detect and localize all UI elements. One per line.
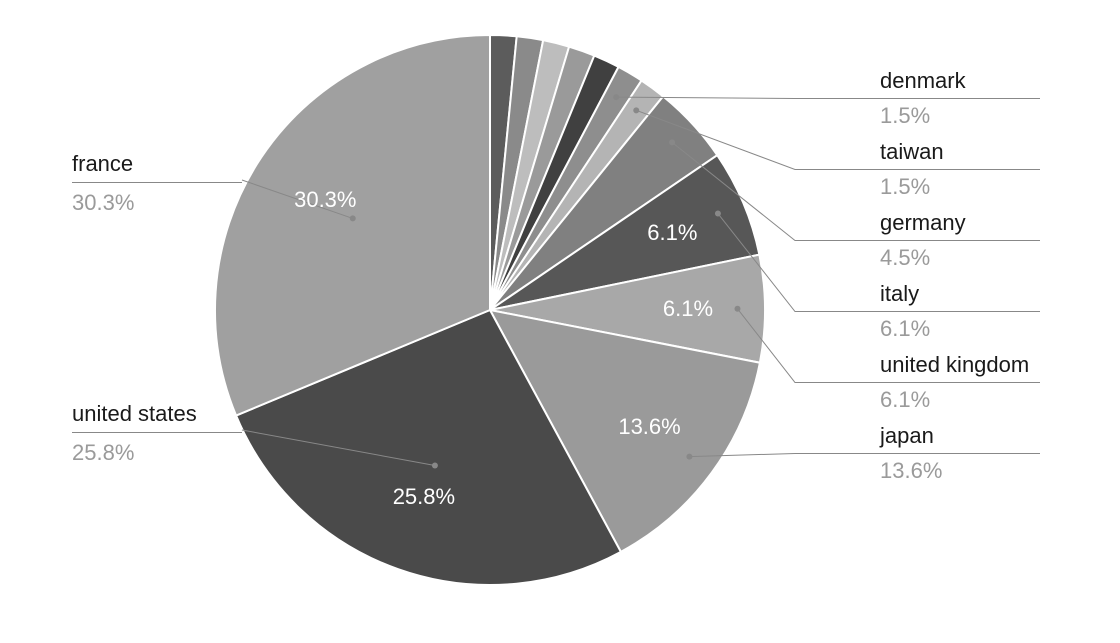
label-taiwan: taiwan 1.5%	[880, 139, 1040, 200]
label-taiwan-pct: 1.5%	[880, 174, 1040, 200]
label-japan-name: japan	[880, 423, 1040, 449]
leader-dot-uk	[734, 306, 740, 312]
label-germany-pct: 4.5%	[880, 245, 1040, 271]
label-italy-pct: 6.1%	[880, 316, 1040, 342]
label-japan-pct: 13.6%	[880, 458, 1040, 484]
label-us-name: united states	[72, 400, 242, 428]
label-germany: germany 4.5%	[880, 210, 1040, 271]
label-france-name: france	[72, 150, 242, 178]
leader-dot-germany	[669, 139, 675, 145]
pie-chart: france 30.3% united states 25.8% denmark…	[0, 0, 1120, 643]
leader-dot-japan	[686, 454, 692, 460]
label-united-kingdom: united kingdom 6.1%	[880, 352, 1040, 413]
label-taiwan-name: taiwan	[880, 139, 1040, 165]
label-us-pct: 25.8%	[72, 439, 242, 467]
slice-label-uk: 6.1%	[663, 296, 713, 322]
label-france-pct: 30.3%	[72, 189, 242, 217]
label-rule	[880, 382, 1040, 383]
label-denmark-pct: 1.5%	[880, 103, 1040, 129]
label-rule	[72, 182, 242, 183]
label-rule	[880, 311, 1040, 312]
label-japan: japan 13.6%	[880, 423, 1040, 484]
label-rule	[880, 240, 1040, 241]
label-denmark: denmark 1.5%	[880, 68, 1040, 129]
label-italy-name: italy	[880, 281, 1040, 307]
label-rule	[880, 169, 1040, 170]
label-rule	[880, 98, 1040, 99]
leader-dot-denmark	[613, 94, 619, 100]
slice-label-italy: 6.1%	[647, 220, 697, 246]
label-rule	[880, 453, 1040, 454]
leader-dot-italy	[715, 211, 721, 217]
slice-label-france: 30.3%	[294, 187, 356, 213]
label-italy: italy 6.1%	[880, 281, 1040, 342]
slice-label-japan: 13.6%	[618, 414, 680, 440]
slice-label-us: 25.8%	[393, 484, 455, 510]
label-united-states: united states 25.8%	[72, 400, 242, 466]
label-france: france 30.3%	[72, 150, 242, 216]
label-rule	[72, 432, 242, 433]
label-uk-pct: 6.1%	[880, 387, 1040, 413]
label-germany-name: germany	[880, 210, 1040, 236]
right-label-stack: denmark 1.5% taiwan 1.5% germany 4.5% it…	[880, 68, 1040, 494]
label-denmark-name: denmark	[880, 68, 1040, 94]
leader-dot-taiwan	[633, 107, 639, 113]
label-uk-name: united kingdom	[880, 352, 1040, 378]
leader-dot-france	[350, 215, 356, 221]
leader-dot-us	[432, 463, 438, 469]
